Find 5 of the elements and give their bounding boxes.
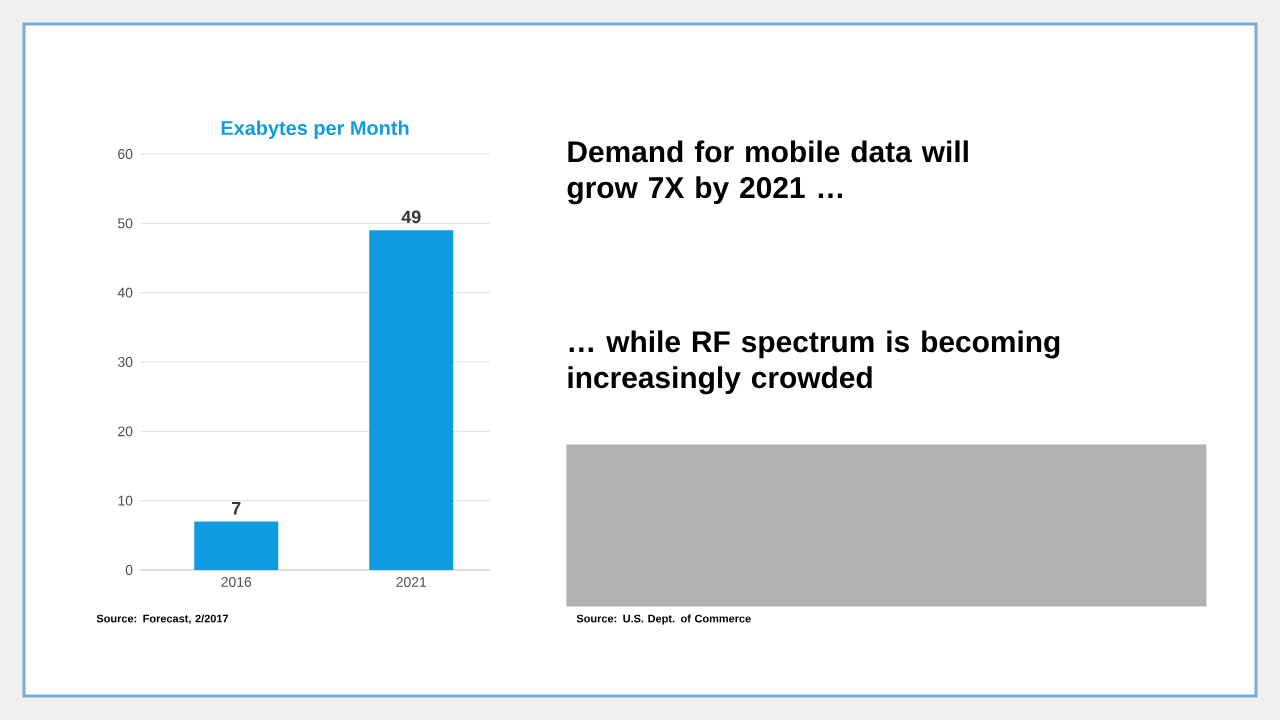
text: Demand for mobile data will grow 7X by 2021 …	[567, 140, 968, 205]
chart-title: Exabytes per Month	[221, 120, 409, 139]
data-label: 7	[232, 502, 241, 515]
text: … while RF spectrum is becoming increasingly crowded	[568, 330, 1060, 395]
data-label: 49	[401, 210, 421, 224]
